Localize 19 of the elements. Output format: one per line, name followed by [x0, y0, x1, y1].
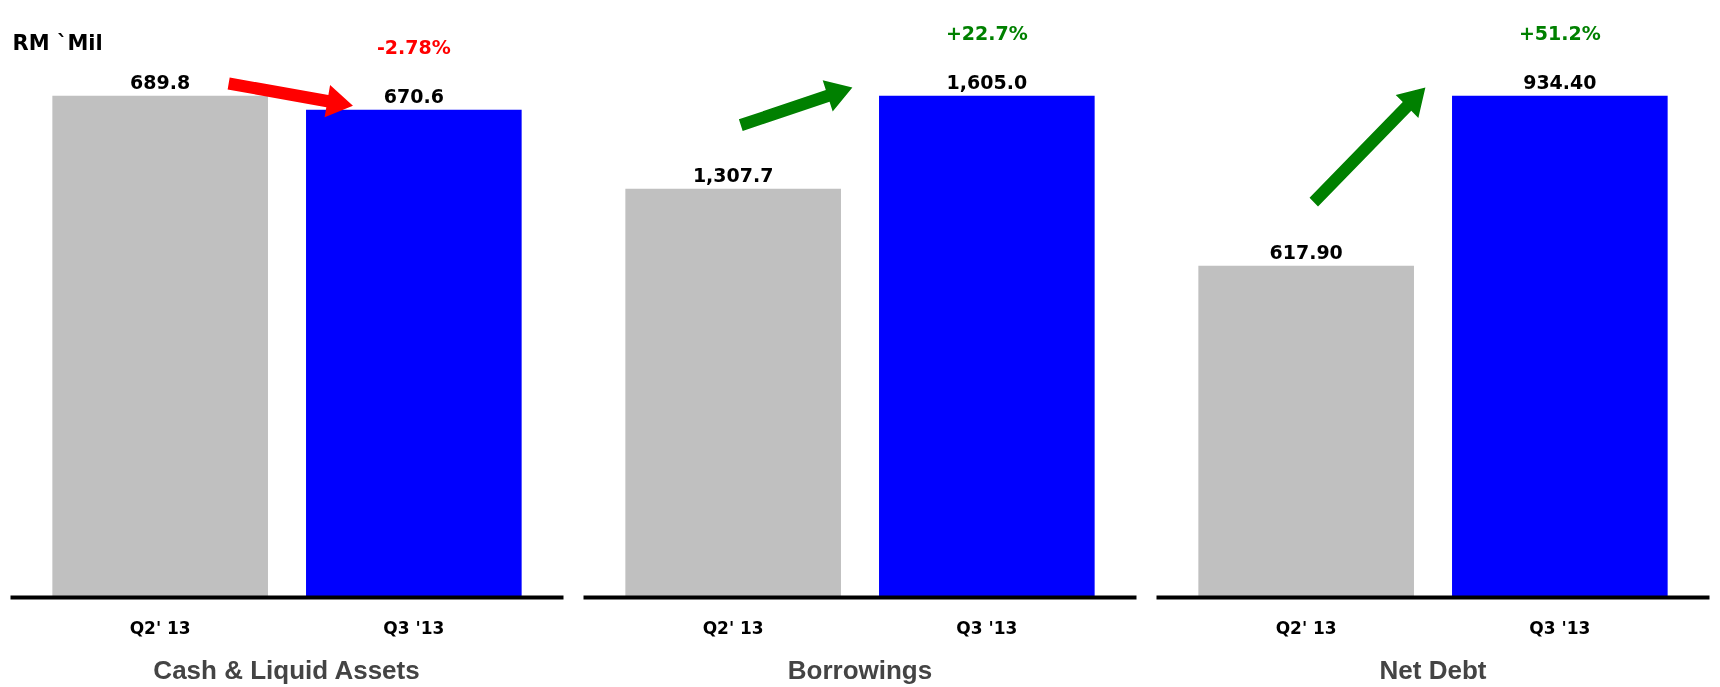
x-axis-title: Net Debt: [1379, 654, 1487, 685]
annotation: +51.2%: [1518, 21, 1601, 44]
x-axis-title: Cash & Liquid Assets: [153, 654, 420, 685]
x-tick-label: Q3 '13: [1529, 617, 1591, 638]
annotation: -2.78%: [376, 35, 451, 58]
text: RM `Mil: [12, 30, 103, 55]
data-label: 670.6: [383, 84, 444, 107]
x-tick-label: Q2' 13: [129, 617, 191, 638]
x-axis-title: Borrowings: [787, 654, 933, 685]
x-tick-label: Q2' 13: [1275, 617, 1337, 638]
data-label: 934.40: [1523, 70, 1597, 93]
data-label: 617.90: [1269, 240, 1343, 263]
x-tick-label: Q3 '13: [383, 617, 445, 638]
x-tick-label: Q3 '13: [956, 617, 1018, 638]
data-label: 689.8: [130, 70, 191, 93]
annotation: +22.7%: [945, 21, 1028, 44]
data-label: 1,605.0: [946, 70, 1028, 93]
x-tick-label: Q2' 13: [702, 617, 764, 638]
data-label: 1,307.7: [692, 163, 774, 186]
